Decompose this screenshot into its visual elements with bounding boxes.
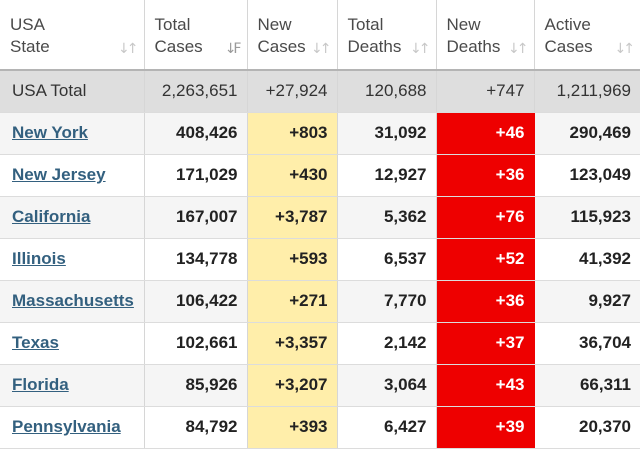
- usa-total-row: USA Total 2,263,651 +27,924 120,688 +747…: [0, 70, 640, 113]
- total-cases-cell: 167,007: [144, 196, 248, 239]
- new-deaths-cell: +37: [436, 322, 535, 365]
- state-link[interactable]: Illinois: [12, 249, 66, 268]
- total-cases-cell: 171,029: [144, 154, 248, 197]
- new-deaths-cell: +52: [436, 238, 535, 281]
- new-cases-cell: +430: [247, 154, 338, 197]
- new-cases-cell: +3,207: [247, 364, 338, 407]
- covid-usa-table: USA State ↓↑ Total Cases ↓F New Cases ↓↑…: [0, 0, 640, 449]
- active-cases-cell: 41,392: [534, 238, 640, 281]
- total-cases-cell: 106,422: [144, 280, 248, 323]
- table-row: New York 408,426 +803 31,092 +46 290,469: [0, 112, 640, 155]
- active-cases-cell: 9,927: [534, 280, 640, 323]
- total-cases-cell: 408,426: [144, 112, 248, 155]
- sort-icon[interactable]: ↓↑: [614, 41, 636, 57]
- header-new-cases-label: New Cases: [257, 15, 306, 56]
- total-total-cases: 2,263,651: [144, 70, 248, 113]
- header-new-deaths-label: New Deaths: [446, 15, 501, 56]
- new-cases-cell: +3,787: [247, 196, 338, 239]
- sort-icon[interactable]: ↓↑: [118, 41, 139, 57]
- total-deaths-cell: 7,770: [337, 280, 437, 323]
- new-deaths-cell: +39: [436, 406, 535, 449]
- state-cell: Pennsylvania: [0, 406, 145, 449]
- new-cases-cell: +803: [247, 112, 338, 155]
- state-cell: New Jersey: [0, 154, 145, 197]
- total-cases-cell: 102,661: [144, 322, 248, 365]
- table-header: USA State ↓↑ Total Cases ↓F New Cases ↓↑…: [0, 0, 640, 71]
- state-link[interactable]: Pennsylvania: [12, 417, 121, 436]
- header-active-cases-label: Active Cases: [544, 15, 593, 56]
- table-row: Florida 85,926 +3,207 3,064 +43 66,311: [0, 364, 640, 407]
- state-cell: Florida: [0, 364, 145, 407]
- total-deaths-cell: 12,927: [337, 154, 437, 197]
- total-deaths-cell: 5,362: [337, 196, 437, 239]
- header-state[interactable]: USA State ↓↑: [0, 0, 145, 71]
- total-cases-cell: 85,926: [144, 364, 248, 407]
- total-new-deaths: +747: [436, 70, 535, 113]
- total-active-cases: 1,211,969: [534, 70, 640, 113]
- sort-icon[interactable]: ↓↑: [508, 41, 529, 57]
- sort-desc-icon[interactable]: ↓F: [224, 41, 242, 57]
- new-deaths-cell: +36: [436, 154, 535, 197]
- state-link[interactable]: New Jersey: [12, 165, 106, 184]
- header-new-cases[interactable]: New Cases ↓↑: [247, 0, 338, 71]
- total-deaths-cell: 6,537: [337, 238, 437, 281]
- total-cases-cell: 84,792: [144, 406, 248, 449]
- state-cell: New York: [0, 112, 145, 155]
- state-cell: Illinois: [0, 238, 145, 281]
- active-cases-cell: 66,311: [534, 364, 640, 407]
- sort-icon[interactable]: ↓↑: [410, 41, 431, 57]
- new-cases-cell: +3,357: [247, 322, 338, 365]
- header-total-deaths[interactable]: Total Deaths ↓↑: [337, 0, 437, 71]
- active-cases-cell: 36,704: [534, 322, 640, 365]
- total-total-deaths: 120,688: [337, 70, 437, 113]
- total-state: USA Total: [0, 70, 145, 113]
- active-cases-cell: 20,370: [534, 406, 640, 449]
- header-total-cases[interactable]: Total Cases ↓F: [144, 0, 248, 71]
- active-cases-cell: 115,923: [534, 196, 640, 239]
- header-active-cases[interactable]: Active Cases ↓↑: [534, 0, 640, 71]
- new-deaths-cell: +43: [436, 364, 535, 407]
- sort-icon[interactable]: ↓↑: [311, 41, 332, 57]
- table-row: California 167,007 +3,787 5,362 +76 115,…: [0, 196, 640, 239]
- header-total-deaths-label: Total Deaths: [347, 15, 402, 56]
- new-cases-cell: +271: [247, 280, 338, 323]
- new-cases-cell: +593: [247, 238, 338, 281]
- total-deaths-cell: 3,064: [337, 364, 437, 407]
- header-new-deaths[interactable]: New Deaths ↓↑: [436, 0, 535, 71]
- state-cell: Massachusetts: [0, 280, 145, 323]
- header-row: USA State ↓↑ Total Cases ↓F New Cases ↓↑…: [0, 0, 640, 71]
- new-cases-cell: +393: [247, 406, 338, 449]
- state-link[interactable]: Massachusetts: [12, 291, 134, 310]
- total-cases-cell: 134,778: [144, 238, 248, 281]
- new-deaths-cell: +46: [436, 112, 535, 155]
- header-state-label: USA State: [10, 15, 50, 56]
- state-link[interactable]: New York: [12, 123, 88, 142]
- active-cases-cell: 123,049: [534, 154, 640, 197]
- state-link[interactable]: Florida: [12, 375, 69, 394]
- table-row: Pennsylvania 84,792 +393 6,427 +39 20,37…: [0, 406, 640, 449]
- total-new-cases: +27,924: [247, 70, 338, 113]
- table-row: New Jersey 171,029 +430 12,927 +36 123,0…: [0, 154, 640, 197]
- new-deaths-cell: +76: [436, 196, 535, 239]
- active-cases-cell: 290,469: [534, 112, 640, 155]
- total-deaths-cell: 6,427: [337, 406, 437, 449]
- total-deaths-cell: 2,142: [337, 322, 437, 365]
- table-row: Texas 102,661 +3,357 2,142 +37 36,704: [0, 322, 640, 365]
- total-deaths-cell: 31,092: [337, 112, 437, 155]
- table-body: USA Total 2,263,651 +27,924 120,688 +747…: [0, 70, 640, 449]
- state-cell: California: [0, 196, 145, 239]
- table-row: Massachusetts 106,422 +271 7,770 +36 9,9…: [0, 280, 640, 323]
- table-row: Illinois 134,778 +593 6,537 +52 41,392: [0, 238, 640, 281]
- header-total-cases-label: Total Cases: [154, 15, 203, 56]
- new-deaths-cell: +36: [436, 280, 535, 323]
- state-link[interactable]: Texas: [12, 333, 59, 352]
- state-cell: Texas: [0, 322, 145, 365]
- state-link[interactable]: California: [12, 207, 91, 226]
